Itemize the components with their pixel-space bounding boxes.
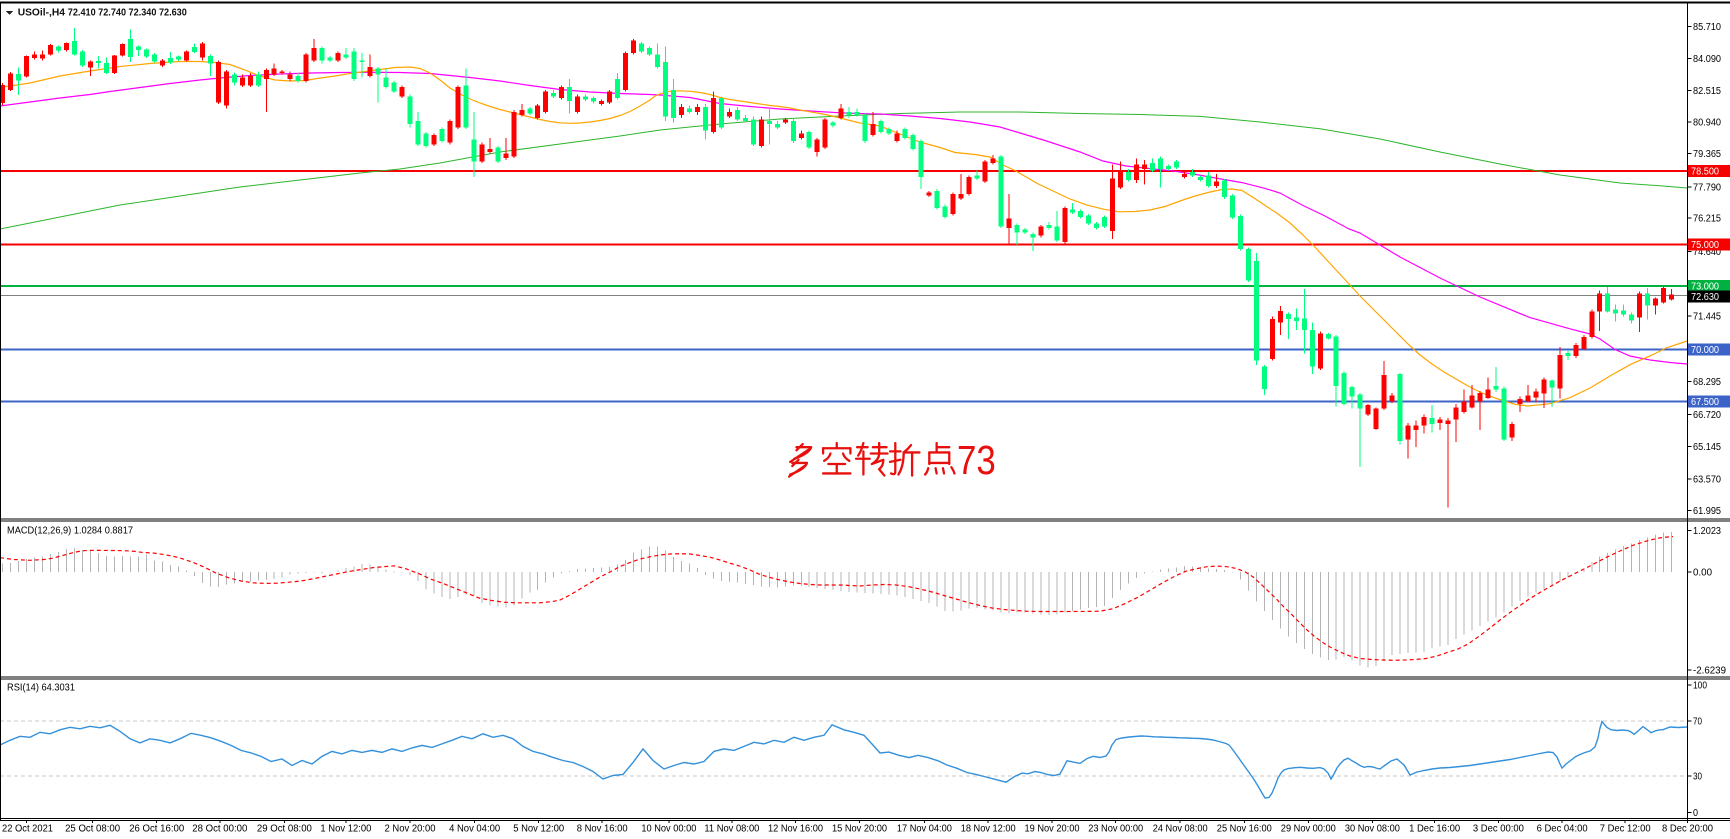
svg-text:MACD(12,26,9) 1.0284 0.8817: MACD(12,26,9) 1.0284 0.8817 xyxy=(7,526,133,537)
svg-text:73: 73 xyxy=(957,438,996,483)
svg-text:67.500: 67.500 xyxy=(1691,397,1719,408)
svg-text:25 Oct 08:00: 25 Oct 08:00 xyxy=(65,824,120,835)
svg-text:73.000: 73.000 xyxy=(1691,282,1719,293)
svg-text:79.365: 79.365 xyxy=(1693,149,1721,160)
svg-text:29 Oct 08:00: 29 Oct 08:00 xyxy=(257,824,312,835)
svg-text:68.295: 68.295 xyxy=(1693,377,1721,388)
svg-text:3 Dec 00:00: 3 Dec 00:00 xyxy=(1473,824,1524,835)
svg-text:8 Dec 20:00: 8 Dec 20:00 xyxy=(1662,824,1713,835)
svg-text:RSI(14) 64.3031: RSI(14) 64.3031 xyxy=(7,683,75,694)
svg-text:19 Nov 20:00: 19 Nov 20:00 xyxy=(1025,824,1080,835)
svg-text:4 Nov 04:00: 4 Nov 04:00 xyxy=(449,824,500,835)
svg-text:72.410 72.740 72.340 72.630: 72.410 72.740 72.340 72.630 xyxy=(68,7,187,19)
svg-text:82.515: 82.515 xyxy=(1693,86,1721,97)
svg-text:8 Nov 16:00: 8 Nov 16:00 xyxy=(577,824,628,835)
svg-text:74.640: 74.640 xyxy=(1693,247,1721,258)
svg-text:-2.6239: -2.6239 xyxy=(1693,665,1726,676)
svg-text:USOil-,H4: USOil-,H4 xyxy=(18,7,65,19)
svg-text:75.000: 75.000 xyxy=(1691,240,1719,251)
svg-text:80.940: 80.940 xyxy=(1693,117,1721,128)
svg-text:70: 70 xyxy=(1693,717,1702,728)
svg-text:63.570: 63.570 xyxy=(1693,474,1721,485)
svg-text:24 Nov 08:00: 24 Nov 08:00 xyxy=(1153,824,1208,835)
svg-text:77.790: 77.790 xyxy=(1693,183,1721,194)
svg-text:100: 100 xyxy=(1693,680,1707,691)
svg-text:30: 30 xyxy=(1693,772,1702,783)
svg-text:70.000: 70.000 xyxy=(1691,345,1719,356)
svg-text:1 Dec 16:00: 1 Dec 16:00 xyxy=(1409,824,1460,835)
svg-text:29 Nov 00:00: 29 Nov 00:00 xyxy=(1281,824,1336,835)
svg-text:11 Nov 08:00: 11 Nov 08:00 xyxy=(704,824,759,835)
svg-text:71.445: 71.445 xyxy=(1693,311,1721,322)
svg-text:66.720: 66.720 xyxy=(1693,410,1721,421)
svg-text:23 Nov 00:00: 23 Nov 00:00 xyxy=(1088,824,1143,835)
svg-text:76.215: 76.215 xyxy=(1693,214,1721,225)
svg-text:78.500: 78.500 xyxy=(1691,167,1719,178)
svg-text:65.145: 65.145 xyxy=(1693,442,1721,453)
svg-text:30 Nov 08:00: 30 Nov 08:00 xyxy=(1345,824,1400,835)
svg-text:0: 0 xyxy=(1693,808,1698,819)
svg-text:26 Oct 16:00: 26 Oct 16:00 xyxy=(129,824,184,835)
svg-text:5 Nov 12:00: 5 Nov 12:00 xyxy=(513,824,564,835)
svg-text:1 Nov 12:00: 1 Nov 12:00 xyxy=(320,824,371,835)
svg-text:12 Nov 16:00: 12 Nov 16:00 xyxy=(768,824,823,835)
svg-text:61.995: 61.995 xyxy=(1693,506,1721,517)
svg-text:72.630: 72.630 xyxy=(1691,292,1719,303)
svg-text:84.090: 84.090 xyxy=(1693,54,1721,65)
svg-text:2 Nov 20:00: 2 Nov 20:00 xyxy=(385,824,436,835)
svg-text:85.710: 85.710 xyxy=(1693,22,1721,33)
svg-text:25 Nov 16:00: 25 Nov 16:00 xyxy=(1217,824,1272,835)
svg-text:10 Nov 00:00: 10 Nov 00:00 xyxy=(641,824,696,835)
svg-text:1.2023: 1.2023 xyxy=(1693,526,1721,537)
svg-text:18 Nov 12:00: 18 Nov 12:00 xyxy=(961,824,1016,835)
svg-text:6 Dec 04:00: 6 Dec 04:00 xyxy=(1537,824,1588,835)
svg-text:28 Oct 00:00: 28 Oct 00:00 xyxy=(192,824,247,835)
svg-text:17 Nov 04:00: 17 Nov 04:00 xyxy=(897,824,952,835)
svg-text:7 Dec 12:00: 7 Dec 12:00 xyxy=(1600,824,1651,835)
svg-text:15 Nov 20:00: 15 Nov 20:00 xyxy=(832,824,887,835)
svg-text:22 Oct 2021: 22 Oct 2021 xyxy=(2,824,53,835)
svg-text:0.00: 0.00 xyxy=(1693,567,1712,578)
